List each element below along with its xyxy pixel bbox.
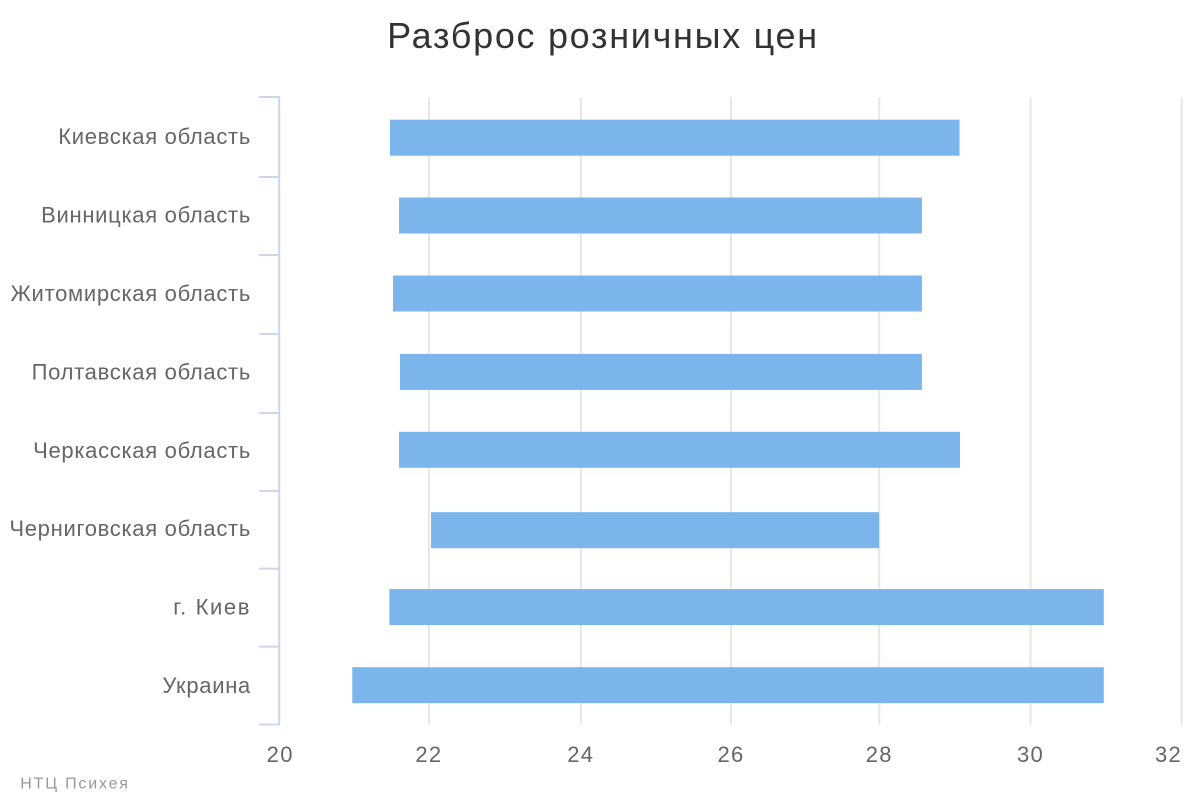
- svg-text:Киевская область: Киевская область: [58, 124, 251, 149]
- svg-text:Житомирская область: Житомирская область: [11, 281, 251, 306]
- svg-text:30: 30: [1017, 742, 1044, 767]
- svg-text:32: 32: [1155, 742, 1182, 767]
- svg-text:22: 22: [415, 742, 442, 767]
- svg-text:Черкасская область: Черкасская область: [33, 438, 251, 463]
- svg-text:20: 20: [267, 742, 294, 767]
- svg-text:г. Киев: г. Киев: [173, 595, 251, 620]
- svg-text:Винницкая область: Винницкая область: [41, 203, 251, 228]
- svg-text:Разброс розничных цен: Разброс розничных цен: [387, 15, 819, 56]
- svg-text:Украина: Украина: [162, 673, 251, 698]
- svg-text:НТЦ Психея: НТЦ Психея: [20, 776, 129, 793]
- svg-text:Черниговская область: Черниговская область: [9, 516, 251, 541]
- svg-text:28: 28: [866, 742, 893, 767]
- svg-text:Полтавская область: Полтавская область: [32, 359, 251, 384]
- svg-text:24: 24: [567, 742, 594, 767]
- svg-text:26: 26: [717, 742, 744, 767]
